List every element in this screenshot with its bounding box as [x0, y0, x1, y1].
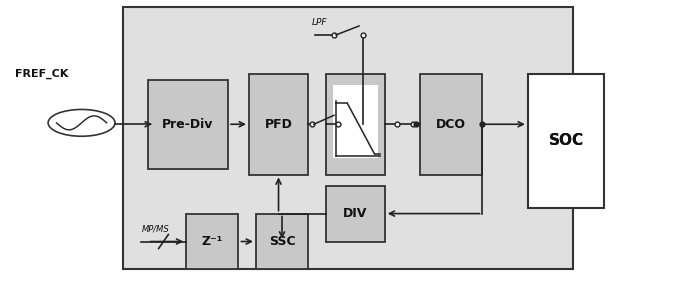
- Bar: [123, 7, 573, 269]
- Bar: [332, 85, 378, 158]
- Bar: [326, 186, 385, 241]
- Text: LPF: LPF: [312, 18, 327, 27]
- Bar: [256, 213, 308, 269]
- Bar: [186, 213, 239, 269]
- Text: FREF_CK: FREF_CK: [15, 69, 69, 79]
- Bar: [420, 74, 482, 175]
- Text: SOC: SOC: [549, 133, 584, 149]
- Text: PFD: PFD: [265, 118, 293, 131]
- Bar: [148, 80, 228, 169]
- Text: SOC: SOC: [549, 133, 584, 149]
- Text: MP/MS: MP/MS: [142, 224, 170, 233]
- Text: Z⁻¹: Z⁻¹: [202, 235, 223, 248]
- Bar: [528, 74, 605, 208]
- Circle shape: [48, 109, 115, 136]
- Bar: [249, 74, 308, 175]
- Text: DCO: DCO: [436, 118, 466, 131]
- Text: Pre-Div: Pre-Div: [162, 118, 214, 131]
- Text: SSC: SSC: [269, 235, 295, 248]
- Text: DIV: DIV: [343, 207, 368, 220]
- Bar: [326, 74, 385, 175]
